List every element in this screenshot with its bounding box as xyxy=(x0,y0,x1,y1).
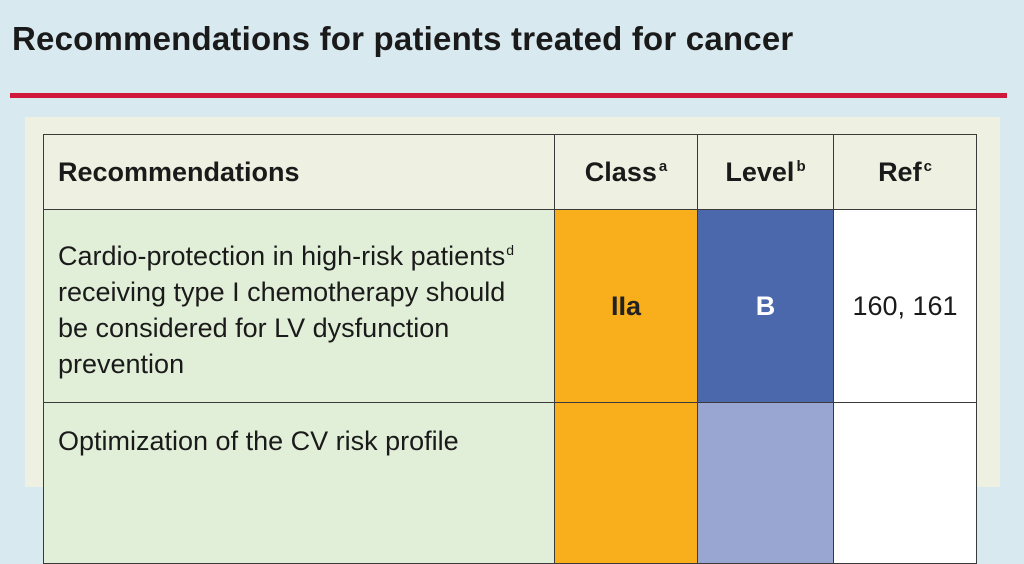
ref-cell: 160, 161 xyxy=(833,209,977,403)
header-level: Level b xyxy=(697,134,834,210)
header-class-footnote: a xyxy=(658,157,668,175)
level-cell xyxy=(697,402,834,564)
header-ref: Ref c xyxy=(833,134,977,210)
footnote-marker: d xyxy=(506,242,515,258)
class-cell: IIa xyxy=(554,209,698,403)
table-header-row: Recommendations Class a Level b Ref c xyxy=(43,134,977,210)
table-row: Optimization of the CV risk profile xyxy=(43,402,977,564)
recommendation-cell: Cardio-protection in high-risk patientsd… xyxy=(43,209,555,403)
recommendation-cell: Optimization of the CV risk profile xyxy=(43,402,555,564)
page-title: Recommendations for patients treated for… xyxy=(12,20,794,57)
header-ref-footnote: c xyxy=(923,157,932,175)
header-level-footnote: b xyxy=(796,157,806,175)
recommendations-table: Recommendations Class a Level b Ref c Cardi… xyxy=(43,134,977,564)
ref-cell xyxy=(833,402,977,564)
table-row: Cardio-protection in high-risk patientsd… xyxy=(43,209,977,403)
header-recommendations: Recommendations xyxy=(43,134,555,210)
class-cell xyxy=(554,402,698,564)
level-cell: B xyxy=(697,209,834,403)
header-class: Class a xyxy=(554,134,698,210)
title-divider xyxy=(10,93,1007,98)
